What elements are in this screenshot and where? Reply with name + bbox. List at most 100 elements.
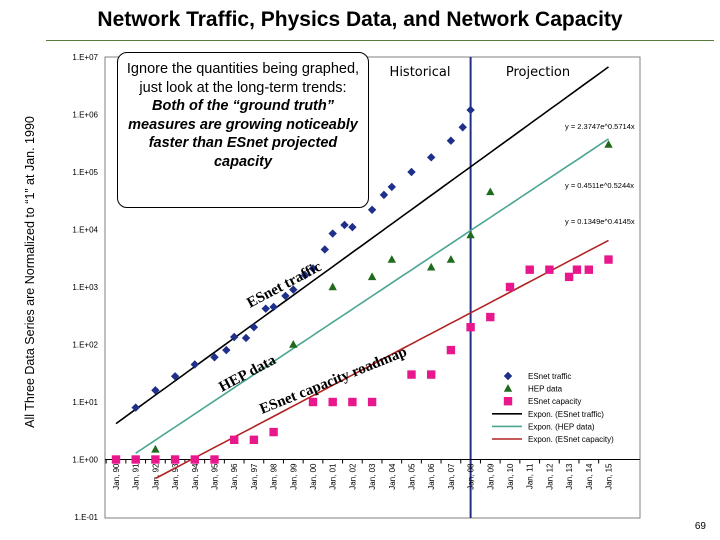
x-tick-label: Jan, 00 [309, 463, 318, 490]
data-point [269, 302, 278, 312]
callout-line-2: Both of the “ground truth” measures are … [128, 98, 358, 170]
era-label-projection: Projection [506, 65, 570, 80]
data-point [131, 403, 140, 412]
slide-title: Network Traffic, Physics Data, and Netwo… [97, 8, 623, 31]
trend-equation: y = 0.1349e^0.4145x [565, 217, 635, 226]
legend-entry: ESnet traffic [528, 372, 571, 381]
title-underline [46, 40, 714, 41]
data-point [249, 435, 259, 445]
x-tick-label: Jan, 13 [565, 463, 574, 490]
data-point [466, 105, 475, 115]
data-point [545, 265, 554, 274]
data-point [131, 455, 140, 464]
x-tick-label: Jan, 90 [112, 463, 121, 490]
y-tick-label: 1.E+06 [72, 111, 98, 120]
x-tick-label: Jan, 10 [506, 463, 515, 490]
data-point [300, 271, 310, 280]
data-point [407, 167, 416, 177]
data-point [269, 427, 278, 437]
data-point [446, 255, 456, 263]
callout-box [117, 52, 369, 208]
data-point [572, 265, 582, 274]
y-tick-label: 1.E+00 [72, 456, 98, 465]
data-point [348, 397, 357, 407]
x-tick-label: Jan, 15 [605, 463, 614, 490]
data-point [604, 140, 613, 148]
data-point [387, 255, 396, 263]
data-point [151, 444, 160, 453]
x-tick-label: Jan, 95 [211, 463, 220, 490]
x-tick-label: Jan, 14 [585, 463, 594, 490]
data-point [151, 386, 160, 395]
data-point [170, 455, 180, 464]
callout-text: Ignore the quantities being graphed, jus… [118, 60, 368, 171]
data-point [486, 187, 495, 196]
data-point [379, 190, 389, 200]
legend-entry: ESnet capacity [528, 397, 581, 406]
slide-number: 69 [694, 521, 706, 532]
data-point [466, 322, 475, 332]
x-tick-label: Jan, 96 [230, 463, 239, 490]
trend-label-hep-data: HEP data [216, 352, 279, 396]
legend-entry: Expon. (HEP data) [528, 422, 595, 431]
legend-entry: HEP data [528, 385, 563, 394]
data-point [427, 370, 436, 379]
y-tick-label: 1.E+07 [72, 53, 98, 62]
trendline [135, 138, 609, 454]
trend-label-esnet-traffic: ESnet traffic [244, 259, 324, 312]
legend-entry: Expon. (ESnet traffic) [528, 410, 604, 419]
data-point [604, 255, 613, 264]
data-point [190, 455, 199, 464]
data-point [230, 332, 239, 342]
data-point [367, 397, 377, 407]
data-point [367, 205, 377, 215]
y-tick-label: 1.E+05 [72, 168, 98, 177]
x-tick-label: Jan, 93 [171, 463, 180, 490]
data-point [340, 220, 349, 230]
data-point [320, 245, 330, 254]
x-tick-label: Jan, 01 [329, 463, 338, 490]
legend-entry: Expon. (ESnet capacity) [528, 435, 614, 444]
y-tick-label: 1.E-01 [74, 513, 98, 522]
x-tick-label: Jan, 03 [368, 463, 377, 490]
legend: ESnet traffic HEP data ESnet capacity Expon… [492, 371, 614, 444]
data-point [427, 153, 436, 162]
x-tick-label: Jan, 02 [348, 463, 357, 490]
callout-line-1: Ignore the quantities being graphed, jus… [126, 61, 360, 96]
data-point [584, 265, 593, 274]
trend-label-esnet-capacity: ESnet capacity roadmap [258, 344, 410, 418]
data-point [367, 272, 377, 281]
legend-swatch [503, 384, 513, 392]
data-point [525, 265, 534, 274]
y-tick-label: 1.E+02 [72, 341, 98, 350]
plot-frame [104, 56, 641, 519]
data-point [261, 304, 270, 313]
data-point [387, 182, 396, 192]
x-tick-label: Jan, 94 [191, 463, 200, 490]
data-point [230, 435, 239, 445]
x-tick-label: Jan, 05 [408, 463, 417, 490]
x-tick-label: Jan, 12 [545, 463, 554, 490]
data-point [505, 282, 515, 292]
x-tick-label: Jan, 04 [388, 463, 397, 490]
data-point [170, 372, 180, 381]
data-point [446, 345, 456, 355]
data-point [308, 397, 318, 407]
y-tick-label: 1.E+03 [72, 283, 98, 292]
y-tick-label: 1.E+01 [72, 398, 98, 407]
data-point [466, 230, 475, 239]
data-point [249, 322, 259, 332]
marker-layer [111, 105, 613, 464]
data-point [222, 345, 231, 355]
data-point [289, 340, 298, 348]
data-point [241, 333, 251, 343]
data-point [289, 285, 298, 294]
data-point [281, 291, 290, 301]
x-tick-label: Jan, 97 [250, 463, 259, 490]
era-label-historical: Historical [390, 65, 451, 80]
x-tick-label: Jan, 99 [289, 463, 298, 490]
y-tick-label: 1.E+04 [72, 226, 98, 235]
data-point [308, 264, 318, 273]
legend-swatch [503, 397, 513, 406]
legend-swatch [503, 371, 513, 381]
